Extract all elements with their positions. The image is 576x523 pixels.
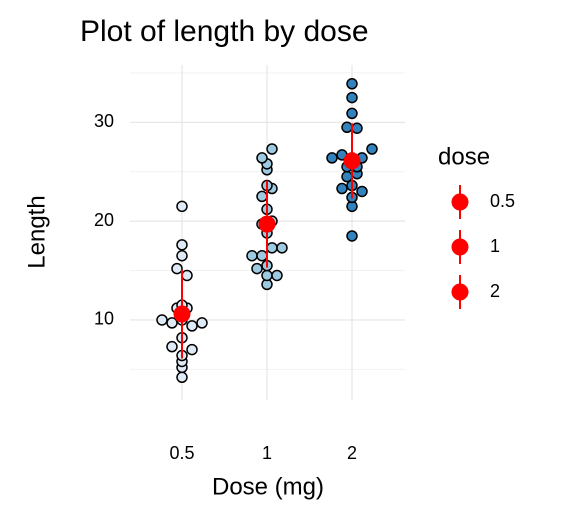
x-tick-label: 0.5 xyxy=(169,443,194,463)
mean-point xyxy=(343,152,361,170)
dot xyxy=(181,269,193,282)
dot xyxy=(256,249,268,262)
dot xyxy=(166,340,178,353)
dot xyxy=(186,343,198,356)
dot xyxy=(351,122,363,134)
x-axis-title: Dose (mg) xyxy=(212,473,324,500)
dot xyxy=(256,190,268,203)
legend-title: dose xyxy=(438,143,490,170)
y-tick-label: 30 xyxy=(94,111,114,131)
dot xyxy=(271,269,283,282)
dot xyxy=(261,269,273,282)
y-axis-title: Length xyxy=(23,195,50,268)
dot xyxy=(341,121,353,134)
legend-key-point xyxy=(451,193,469,211)
mean-point xyxy=(258,215,276,233)
dot xyxy=(186,320,198,332)
legend-label: 2 xyxy=(490,281,500,301)
dot xyxy=(336,182,348,195)
dot xyxy=(176,239,188,251)
dot xyxy=(176,200,188,213)
dot xyxy=(346,230,358,242)
dot xyxy=(266,242,278,254)
x-tick-label: 1 xyxy=(262,443,272,463)
dot xyxy=(246,249,258,262)
dot xyxy=(251,262,263,275)
legend-key-point xyxy=(451,283,469,301)
chart-title: Plot of length by dose xyxy=(80,15,369,48)
dot xyxy=(256,152,268,164)
dot xyxy=(176,371,188,384)
dot xyxy=(366,143,378,155)
mean-point xyxy=(173,305,191,323)
dot xyxy=(176,249,188,262)
y-tick-label: 10 xyxy=(94,309,114,329)
dot xyxy=(171,262,183,275)
dot xyxy=(196,317,208,329)
dot xyxy=(346,107,358,120)
legend-label: 1 xyxy=(490,236,500,256)
dot xyxy=(341,170,353,183)
dot xyxy=(346,78,358,90)
legend-label: 0.5 xyxy=(490,191,515,211)
dot xyxy=(156,314,168,326)
dot xyxy=(276,242,288,254)
dot xyxy=(346,91,358,104)
dot xyxy=(326,152,338,164)
legend-key-point xyxy=(451,238,469,256)
y-tick-label: 20 xyxy=(94,210,114,230)
dot xyxy=(356,185,368,198)
dot xyxy=(166,317,178,329)
dot xyxy=(266,143,278,155)
x-tick-label: 2 xyxy=(347,443,357,463)
